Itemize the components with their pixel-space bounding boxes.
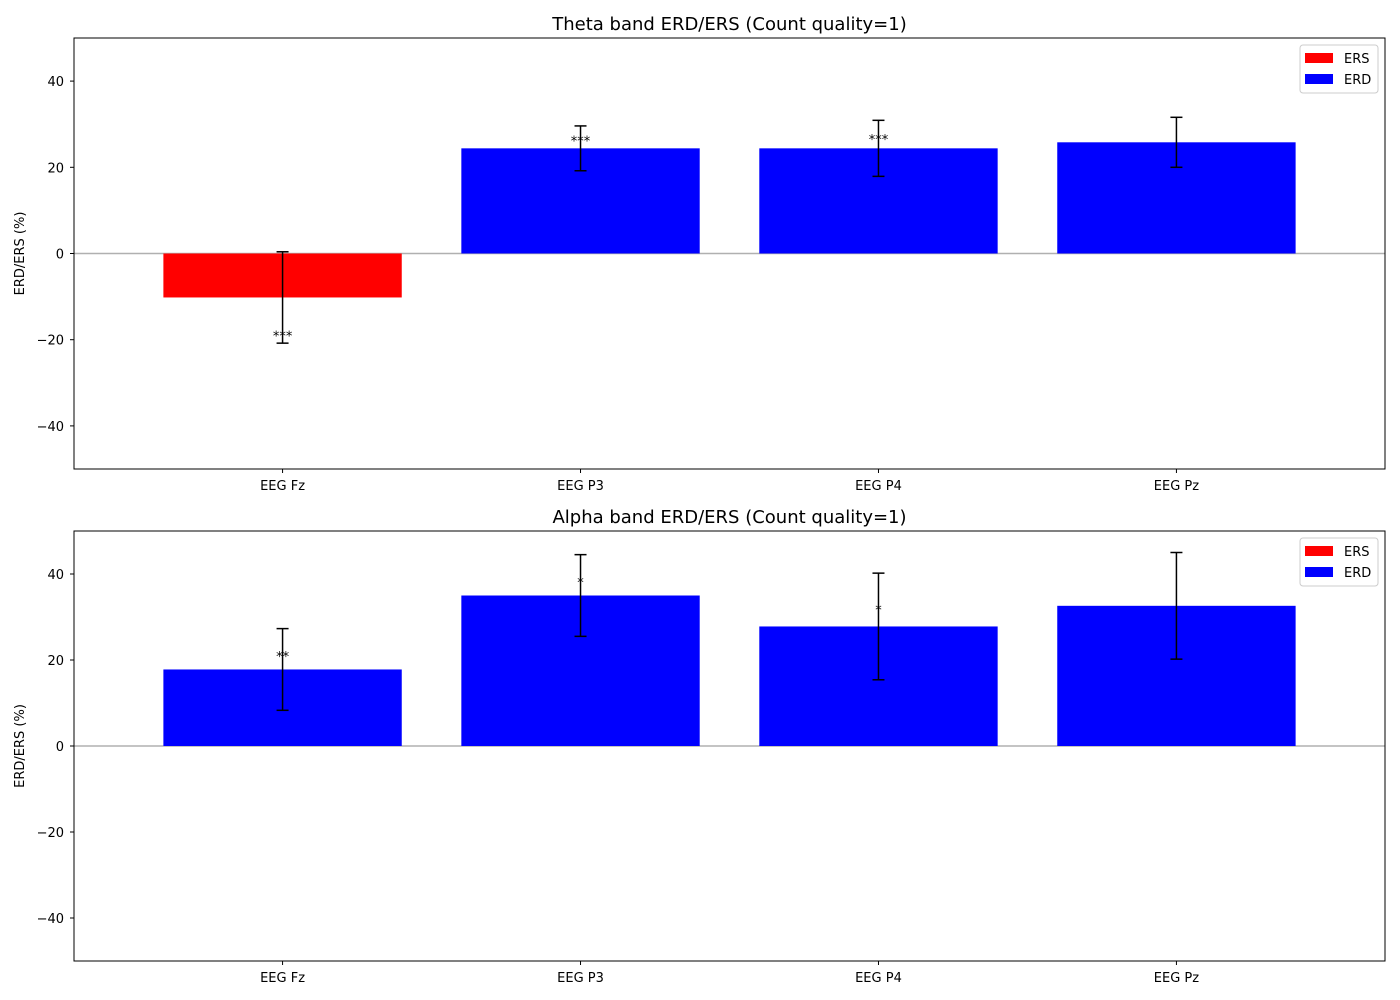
legend-swatch-erd (1305, 567, 1333, 577)
significance-marker: *** (273, 329, 293, 344)
y-tick-label: −40 (37, 912, 64, 927)
chart-title: Theta band ERD/ERS (Count quality=1) (551, 14, 906, 35)
x-tick-label: EEG P3 (557, 479, 604, 494)
chart-panel-2: Alpha band ERD/ERS (Count quality=1) ERD/… (13, 507, 1386, 986)
y-tick-label: 40 (47, 75, 64, 90)
legend: ERS ERD (1299, 44, 1379, 94)
legend-label-ers: ERS (1344, 545, 1370, 560)
legend-swatch-erd (1305, 74, 1333, 84)
chart-panel-1: Theta band ERD/ERS (Count quality=1) ERD/… (13, 14, 1386, 494)
legend-label-ers: ERS (1344, 52, 1370, 67)
axes-frame (73, 37, 1386, 470)
legend-swatch-ers (1305, 546, 1333, 556)
y-tick-label: 40 (47, 568, 64, 583)
x-tick-label: EEG Fz (260, 971, 305, 986)
x-tick-label: EEG Pz (1154, 479, 1199, 494)
axes-frame (73, 530, 1386, 962)
y-tick-label: 0 (56, 248, 64, 263)
significance-marker: * (577, 576, 584, 591)
y-tick-label: 20 (47, 654, 64, 669)
y-tick-label: −20 (37, 334, 64, 349)
x-tick-label: EEG Pz (1154, 971, 1199, 986)
significance-marker: *** (869, 133, 889, 148)
legend-label-erd: ERD (1344, 566, 1371, 581)
legend-label-erd: ERD (1344, 73, 1371, 88)
x-tick-label: EEG P4 (855, 479, 902, 494)
y-tick-label: 20 (47, 161, 64, 176)
significance-marker: ** (276, 650, 290, 665)
legend-swatch-ers (1305, 53, 1333, 63)
x-tick-label: EEG P4 (855, 971, 902, 986)
chart-title: Alpha band ERD/ERS (Count quality=1) (552, 507, 906, 528)
x-tick-label: EEG P3 (557, 971, 604, 986)
y-axis-label: ERD/ERS (%) (13, 704, 28, 788)
y-axis-label: ERD/ERS (%) (13, 212, 28, 296)
significance-marker: *** (571, 135, 591, 150)
x-tick-label: EEG Fz (260, 479, 305, 494)
y-tick-label: −20 (37, 826, 64, 841)
y-tick-label: 0 (56, 740, 64, 755)
significance-marker: * (875, 603, 882, 618)
legend: ERS ERD (1299, 537, 1379, 587)
y-tick-label: −40 (37, 420, 64, 435)
